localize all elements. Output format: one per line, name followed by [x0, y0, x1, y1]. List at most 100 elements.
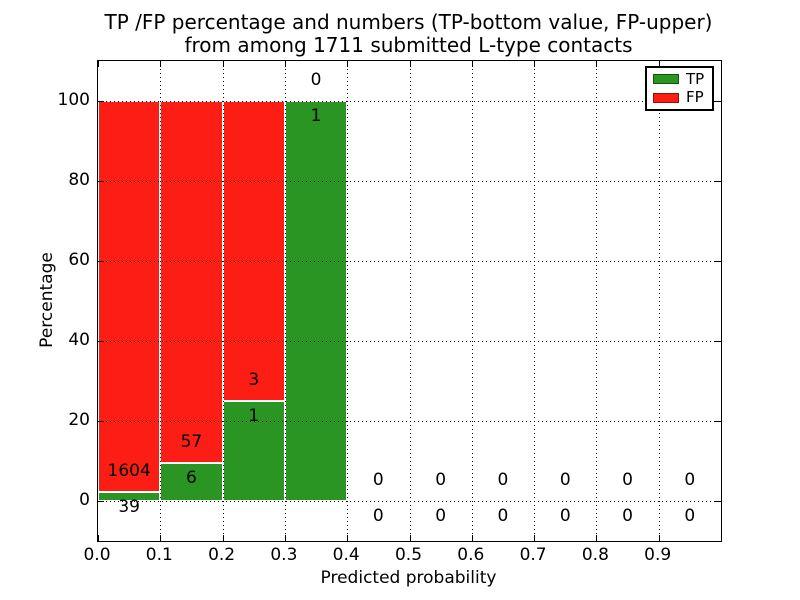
y-tick-label-0: 0 [79, 490, 90, 510]
y-tick-label-100: 100 [57, 90, 90, 110]
gridline-y-20 [98, 421, 721, 422]
gridline-y-80 [98, 181, 721, 182]
y-tick-left-40 [98, 341, 104, 342]
x-tick-top-0 [98, 61, 99, 67]
annotation-fp-count-bin5: 0 [435, 470, 447, 490]
annotation-tp-count-bin7: 0 [559, 506, 571, 526]
annotation-tp-count-bin1: 6 [186, 467, 197, 488]
legend-label-tp: TP [686, 69, 705, 88]
x-axis-label: Predicted probability [320, 568, 497, 588]
x-tick-bottom-0.9 [658, 535, 660, 541]
x-tick-bottom-0.2 [222, 535, 224, 541]
annotation-fp-count-bin6: 0 [497, 470, 509, 490]
bar-fp-bin1 [160, 101, 223, 463]
y-tick-left-0 [98, 501, 104, 502]
x-tick-label-0.4: 0.4 [332, 545, 360, 565]
annotation-tp-count-bin5: 0 [435, 506, 447, 526]
gridline-x-0.8 [596, 61, 598, 541]
y-tick-left-80 [98, 181, 104, 182]
y-tick-right-40 [715, 341, 721, 342]
annotation-tp-count-bin2: 1 [248, 406, 260, 426]
x-tick-label-0.8: 0.8 [581, 545, 609, 565]
annotation-tp-count-bin6: 0 [497, 506, 509, 526]
x-tick-label-0.6: 0.6 [457, 545, 485, 565]
annotation-fp-count-bin7: 0 [559, 470, 571, 490]
x-tick-top-0.6 [471, 61, 473, 67]
bar-tp-bin1 [160, 462, 223, 501]
bar-tp-bin0 [98, 491, 161, 501]
y-tick-left-20 [98, 421, 104, 422]
y-tick-right-80 [715, 181, 721, 182]
x-tick-label-0.9: 0.9 [644, 545, 672, 565]
x-tick-bottom-0.7 [534, 535, 536, 541]
x-tick-bottom-0.5 [409, 535, 411, 541]
y-tick-right-0 [715, 501, 721, 502]
x-tick-label-0.2: 0.2 [208, 545, 236, 565]
x-tick-label-0.5: 0.5 [394, 545, 423, 565]
gridline-x-0.7 [534, 61, 536, 541]
y-tick-left-60 [98, 261, 104, 262]
x-tick-bottom-0.8 [596, 535, 598, 541]
y-tick-right-60 [715, 261, 721, 262]
annotation-tp-count-bin0: 39 [118, 496, 140, 517]
x-tick-top-0.8 [596, 61, 598, 67]
bar-fp-bin2 [222, 101, 285, 401]
y-tick-left-100 [98, 101, 104, 102]
bar-tp-bin3 [284, 101, 348, 501]
chart-title: TP /FP percentage and numbers (TP-bottom… [97, 11, 720, 57]
gridline-x-0.9 [658, 61, 660, 541]
gridline-x-0.6 [471, 61, 473, 541]
y-tick-label-40: 40 [68, 330, 90, 350]
y-tick-right-20 [715, 421, 721, 422]
y-tick-right-100 [715, 101, 721, 102]
bar-fp-bin0 [98, 101, 161, 492]
annotation-fp-count-bin4: 0 [372, 470, 384, 490]
x-tick-bottom-0.6 [471, 535, 473, 541]
gridline-y-40 [98, 341, 721, 342]
gridline-x-0.5 [409, 61, 411, 541]
chart-title-line2: from among 1711 submitted L-type contact… [184, 33, 633, 57]
annotation-fp-count-bin8: 0 [622, 470, 633, 490]
legend-entry-tp: TP [653, 69, 706, 88]
annotation-tp-count-bin3: 1 [310, 106, 322, 126]
x-tick-bottom-0.3 [284, 535, 286, 541]
y-tick-label-60: 60 [68, 250, 90, 270]
annotation-fp-count-bin1: 57 [180, 431, 203, 452]
x-tick-label-0.1: 0.1 [145, 545, 173, 565]
legend-entry-fp: FP [653, 90, 706, 105]
annotation-fp-count-bin9: 0 [684, 470, 696, 490]
x-tick-label-0.7: 0.7 [519, 545, 547, 565]
x-tick-top-0.1 [160, 61, 162, 67]
x-tick-top-0.7 [534, 61, 536, 67]
annotation-fp-count-bin3: 0 [310, 70, 322, 90]
x-tick-top-0.5 [409, 61, 411, 67]
x-tick-bottom-0.1 [160, 535, 162, 541]
plot-area: 1604 39 57 6 3 1 0 1 0 0 0 0 0 0 0 0 0 0 0 0 [97, 60, 722, 542]
x-tick-bottom-0.4 [347, 535, 349, 541]
tp-color-swatch [653, 74, 679, 85]
annotation-tp-count-bin8: 0 [622, 506, 633, 526]
y-tick-label-80: 80 [68, 170, 90, 190]
gridline-x-0.4 [347, 61, 349, 541]
gridline-x-0.2 [222, 61, 224, 541]
gridline-x-0.1 [160, 61, 162, 541]
legend-label-fp: FP [686, 88, 704, 107]
fp-color-swatch [653, 92, 679, 103]
annotation-fp-count-bin0: 1604 [107, 460, 151, 481]
annotation-tp-count-bin4: 0 [372, 506, 384, 526]
x-tick-top-0.2 [222, 61, 224, 67]
gridline-y-0 [98, 501, 721, 502]
chart-title-line1: TP /FP percentage and numbers (TP-bottom… [104, 10, 713, 34]
legend: TP FP [645, 66, 714, 111]
gridline-x-0.3 [284, 61, 286, 541]
x-tick-top-0.9 [658, 61, 660, 67]
x-tick-label-0.0: 0.0 [83, 545, 111, 565]
gridline-y-60 [98, 261, 721, 262]
y-tick-label-20: 20 [68, 410, 90, 430]
x-tick-top-0.3 [284, 61, 286, 67]
x-tick-top-0.4 [347, 61, 349, 67]
x-tick-label-0.3: 0.3 [270, 545, 298, 565]
annotation-fp-count-bin2: 3 [248, 370, 260, 390]
annotation-tp-count-bin9: 0 [684, 506, 696, 526]
